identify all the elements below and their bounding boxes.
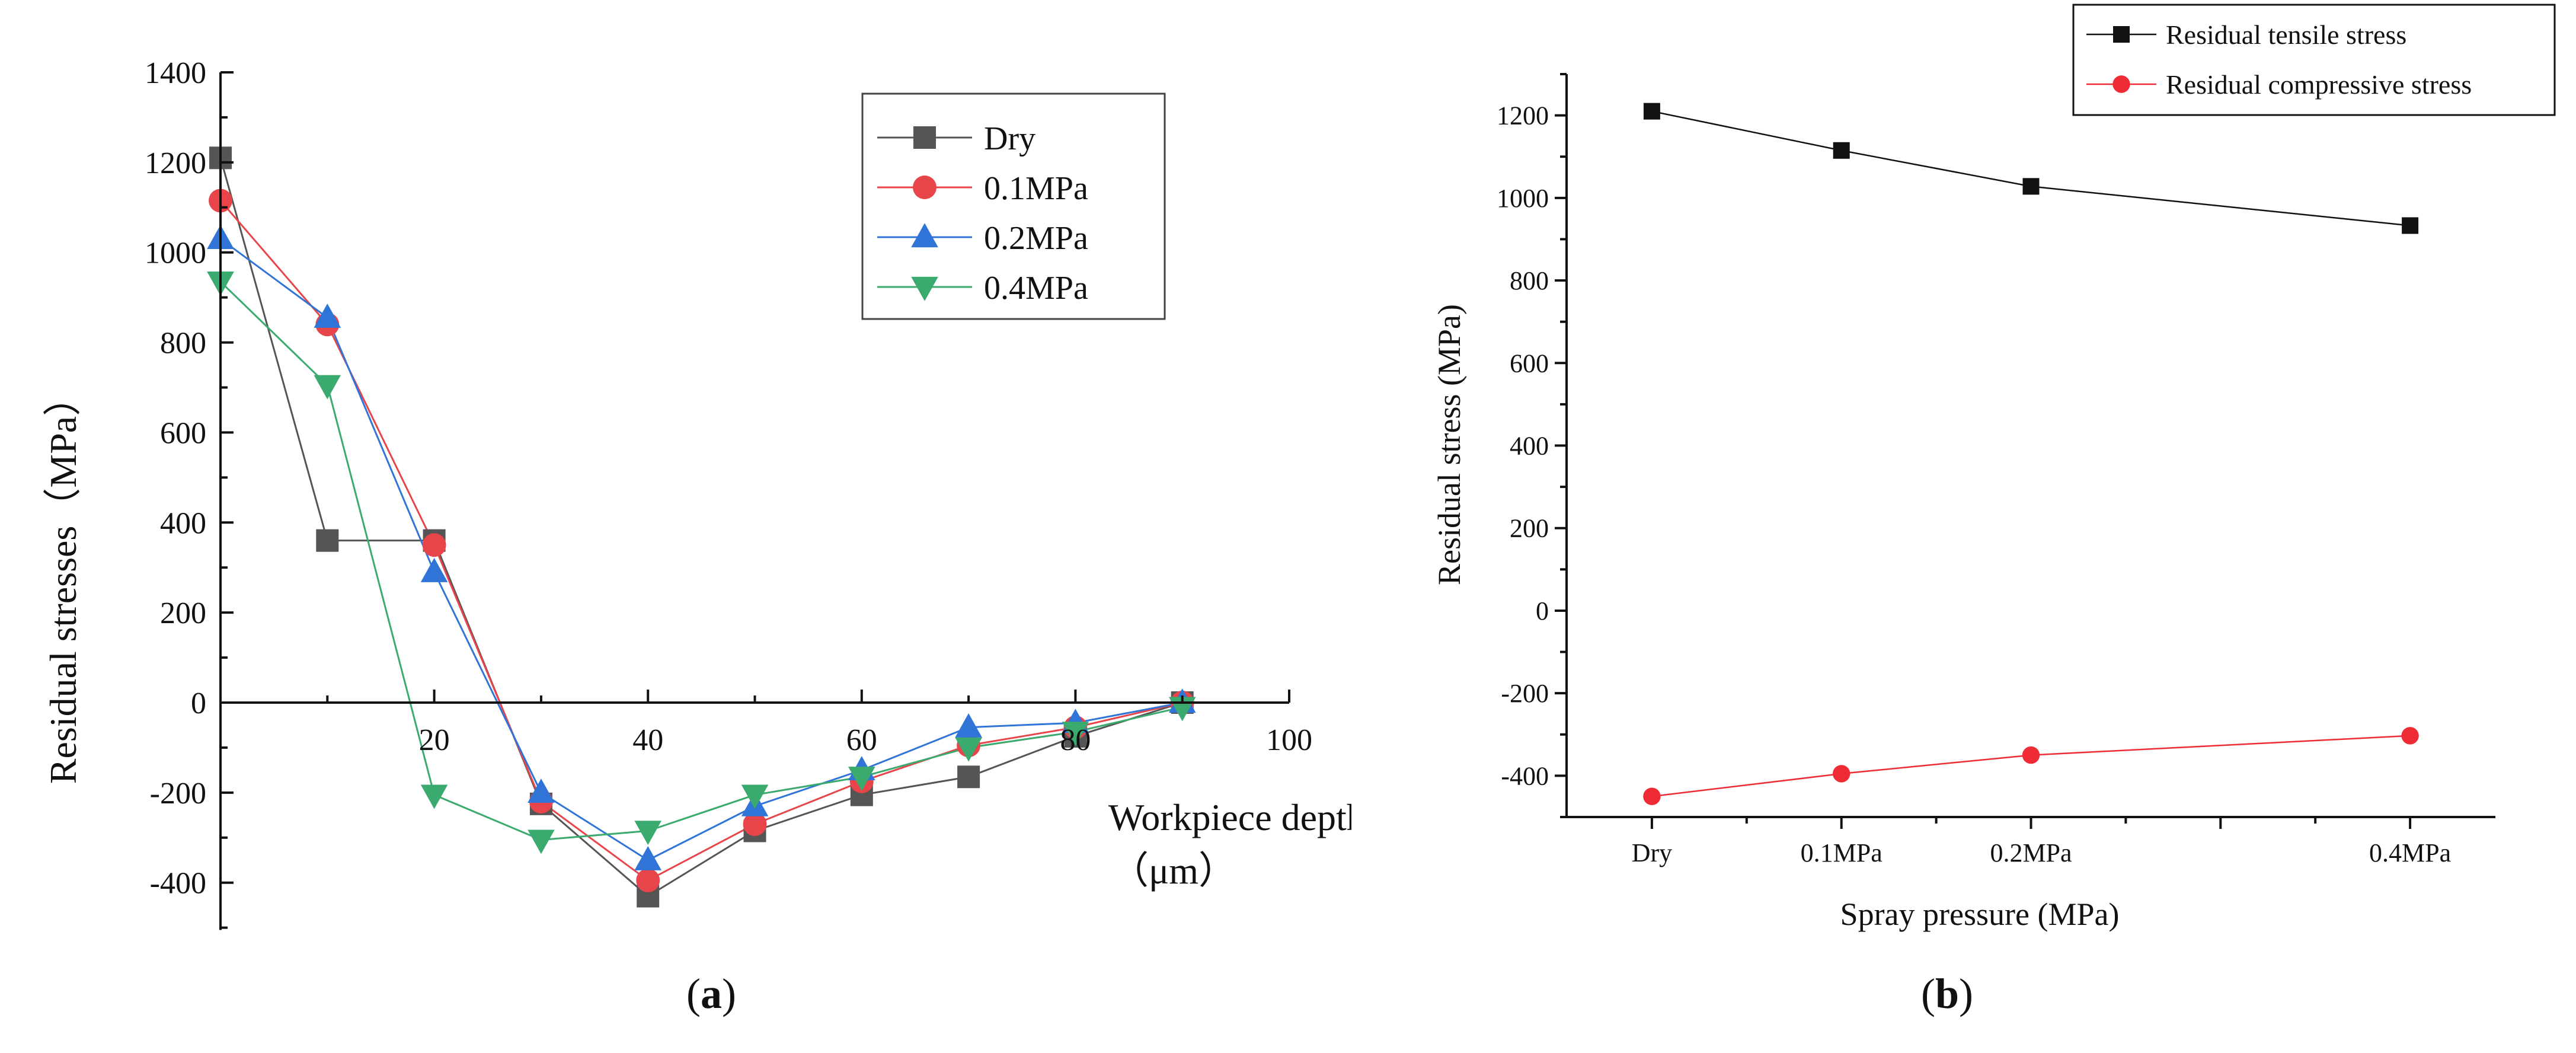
chart-b-legend-label: Residual compressive stress xyxy=(2166,69,2472,100)
chart-b-legend-label: Residual tensile stress xyxy=(2166,20,2406,50)
chart-a-data-point xyxy=(634,821,661,845)
chart-a-legend-label: 0.4MPa xyxy=(984,270,1088,307)
chart-a-y-tick-label: 0 xyxy=(191,687,206,720)
chart-b-legend: Residual tensile stress Residual compress… xyxy=(2072,4,2556,116)
chart-a-y-tick-label: 1000 xyxy=(145,237,206,270)
chart-a-markers-0.2MPa xyxy=(207,225,1196,870)
chart-a-series-0.4MPa xyxy=(219,280,1183,841)
chart-b-y-tick-label: 800 xyxy=(1510,266,1549,295)
chart-a-data-point xyxy=(420,558,448,582)
chart-b-y-tick-label: 0 xyxy=(1536,596,1549,626)
chart-b-data-point xyxy=(2022,746,2040,764)
chart-b-data-point xyxy=(1643,787,1661,805)
chart-b-y-tick-label: 600 xyxy=(1510,349,1549,378)
chart-b-data-point xyxy=(2401,727,2419,745)
chart-a-series-line xyxy=(219,157,1183,898)
chart-a-legend-label: 0.2MPa xyxy=(984,220,1088,257)
chart-a-x-tick-label: 60 xyxy=(846,723,877,757)
chart-a-y-tick-label: -400 xyxy=(150,867,206,901)
chart-a-legend-swatch-marker xyxy=(913,126,936,149)
chart-a-y-tick-label: 600 xyxy=(160,416,206,450)
chart-a-data-point xyxy=(636,868,660,892)
chart-b-series-line xyxy=(1651,735,2411,797)
chart-a-legend: Dry 0.1MPa 0.2MPa 0.4MPa xyxy=(861,92,1166,320)
chart-b-legend-swatch-marker xyxy=(2112,75,2130,93)
chart-b-legend-box xyxy=(2072,4,2556,116)
chart-b-x-axis-title: Spray pressure (MPa) xyxy=(1840,896,2120,932)
chart-a-legend-label: 0.1MPa xyxy=(984,170,1088,207)
chart-b: Residual stress (MPa) Spray pressure (MP… xyxy=(1431,4,2556,1017)
chart-a-legend-box xyxy=(861,92,1166,320)
chart-b-x-tick-label: Dry xyxy=(1632,838,1672,867)
chart-a-y-tick-label: 400 xyxy=(160,506,206,540)
chart-a-x-axis-unit: （μm） xyxy=(1111,850,1236,892)
chart-a-x-tick-label: 100 xyxy=(1266,723,1312,757)
chart-a-markers-0.4MPa xyxy=(207,271,1196,854)
chart-b-x-tick-label: 0.4MPa xyxy=(2369,838,2451,867)
chart-a-data-point xyxy=(316,529,339,552)
chart-a-y-tick-label: 200 xyxy=(160,596,206,630)
chart-a-data-point xyxy=(528,778,555,803)
chart-a-legend-label: Dry xyxy=(984,120,1035,157)
chart-a-data-point xyxy=(528,829,555,854)
chart-a-y-tick-label: 1200 xyxy=(145,146,206,180)
chart-a-data-point xyxy=(1062,722,1089,746)
chart-b-y-axis-title: Residual stress (MPa) xyxy=(1431,304,1467,585)
chart-a-data-point xyxy=(420,784,448,809)
chart-b-y-tick-label: 1200 xyxy=(1497,101,1549,130)
chart-a-x-axis-title: Workpiece depth xyxy=(1108,796,1351,838)
chart-a-legend-swatch-marker xyxy=(911,223,938,248)
chart-b-y-tick-label: 400 xyxy=(1510,432,1549,461)
chart-b-y-tick-label: -400 xyxy=(1501,761,1549,790)
chart-a-series-0.1MPa xyxy=(219,200,1183,882)
chart-a-series-Dry xyxy=(219,157,1183,898)
chart-b-data-point xyxy=(1833,142,1850,159)
chart-a-y-axis-title: Residual stresses（MPa） xyxy=(42,378,84,784)
chart-b-y-tick-label: 200 xyxy=(1510,514,1549,543)
chart-a-series-line xyxy=(219,200,1183,882)
chart-b-series-Residual compressive stress xyxy=(1643,727,2419,805)
chart-b-data-point xyxy=(2022,178,2040,195)
chart-a-series-0.2MPa xyxy=(220,238,1182,861)
chart-a-x-tick-label: 40 xyxy=(632,723,663,757)
chart-b-y-tick-label: 1000 xyxy=(1497,184,1549,213)
chart-b-data-point xyxy=(1643,103,1660,120)
chart-a-data-point xyxy=(741,784,769,809)
chart-b-series-Residual tensile stress xyxy=(1643,103,2419,234)
chart-a-data-point xyxy=(955,713,982,738)
chart-a-data-point xyxy=(314,375,341,400)
chart-b-y-tick-label: -200 xyxy=(1501,679,1549,708)
chart-a-y-tick-label: 800 xyxy=(160,327,206,360)
chart-b-data-point xyxy=(1833,765,1850,783)
chart-b-legend-swatch-marker xyxy=(2113,26,2130,43)
chart-b-data-point xyxy=(2402,217,2419,234)
chart-a-data-point xyxy=(314,304,341,328)
chart-a-x-tick-label: 80 xyxy=(1060,723,1091,757)
chart-a-data-point xyxy=(955,737,982,762)
chart-a-data-point xyxy=(422,533,446,557)
chart-b-x-tick-label: 0.1MPa xyxy=(1801,838,1883,867)
chart-a-series-line xyxy=(220,238,1182,861)
chart-a-data-point xyxy=(743,812,767,836)
chart-a-caption: (a) xyxy=(686,970,736,1017)
chart-a-data-point xyxy=(634,846,661,870)
chart-b-caption: (b) xyxy=(1921,970,1973,1017)
chart-a-data-point xyxy=(957,765,980,789)
chart-a-y-tick-label: -200 xyxy=(150,777,206,811)
chart-a-y-tick-label: 1400 xyxy=(145,56,206,90)
chart-a-legend-swatch-marker xyxy=(911,276,938,301)
chart-a-series-line xyxy=(219,280,1183,841)
chart-a-legend-swatch-marker xyxy=(913,176,937,199)
chart-b-series-line xyxy=(1651,110,2411,226)
chart-a: Residual stresses（MPa） Workpiece depth （… xyxy=(42,56,1351,1017)
chart-b-x-tick-label: 0.2MPa xyxy=(1990,838,2072,867)
chart-a-data-point xyxy=(848,767,875,792)
chart-a-x-tick-label: 20 xyxy=(419,723,450,757)
